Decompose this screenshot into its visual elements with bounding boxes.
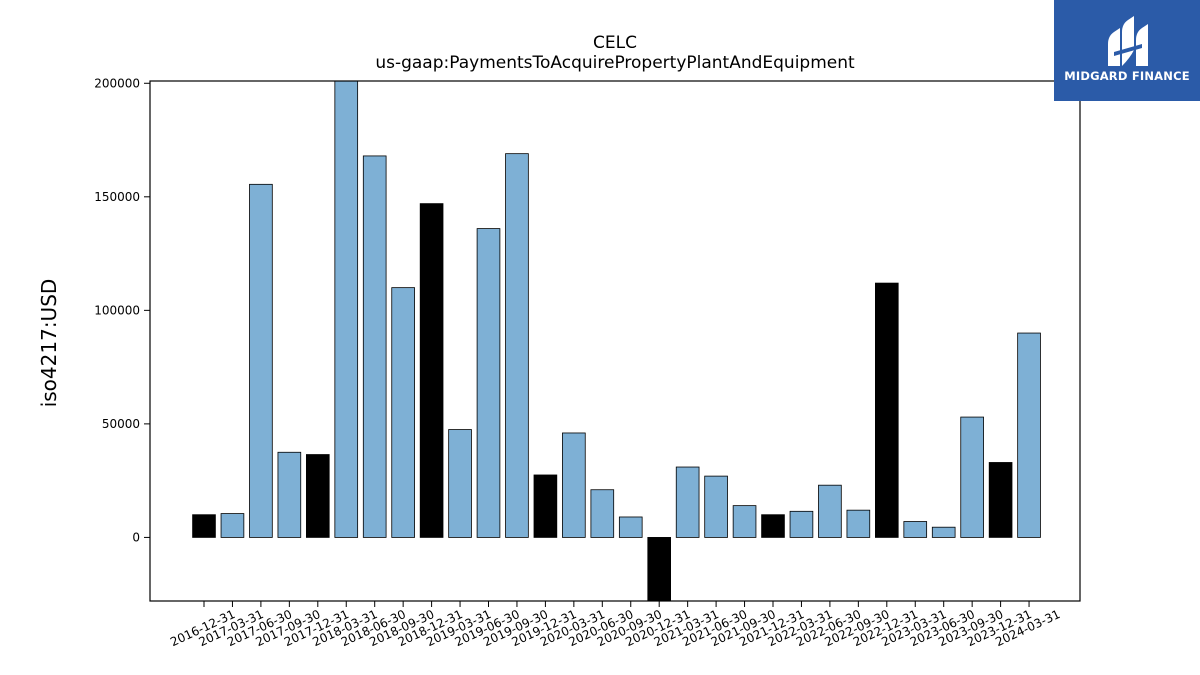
- y-axis-label: iso4217:USD: [37, 279, 61, 408]
- y-axis-ticks: 0 50000 100000 150000 200000: [94, 76, 150, 544]
- bar-2022-03-31: [789, 510, 814, 538]
- bar-2022-06-30: [818, 484, 842, 538]
- bar-2020-06-30: [590, 489, 615, 538]
- plot-frame: [149, 80, 1081, 602]
- bar-2019-03-31: [448, 429, 472, 538]
- bar-2021-09-30: [732, 505, 757, 538]
- bars-group: [192, 80, 1041, 602]
- y-tick-label: 200000: [94, 76, 140, 90]
- bar-2018-06-30: [362, 155, 387, 538]
- bar-2023-03-31: [903, 521, 928, 538]
- bar-2017-09-30: [277, 451, 302, 538]
- bar-2017-12-31: [305, 454, 330, 538]
- bar-2017-06-30: [249, 183, 273, 538]
- bar-2023-12-31: [988, 462, 1013, 538]
- y-tick-label: 100000: [94, 303, 140, 317]
- x-axis-ticks: 2016-12-312017-03-312017-06-302017-09-30…: [168, 601, 1062, 649]
- bar-2021-12-31: [761, 514, 785, 538]
- bar-2021-06-30: [704, 475, 728, 538]
- bar-2018-03-31: [334, 80, 359, 538]
- y-tick-label: 0: [132, 530, 140, 544]
- bar-2018-12-31: [419, 203, 444, 538]
- chart-title: CELC: [593, 33, 637, 53]
- bar-2024-03-31: [1017, 332, 1041, 538]
- bar-2020-09-30: [618, 516, 643, 538]
- bar-2017-03-31: [220, 513, 245, 538]
- bar-2020-12-31: [647, 537, 671, 602]
- bar-2021-03-31: [675, 466, 700, 538]
- y-tick-label: 50000: [102, 417, 140, 431]
- midgard-logo-icon: [1108, 16, 1148, 66]
- y-tick-label: 150000: [94, 190, 140, 204]
- bar-2022-12-31: [875, 282, 899, 538]
- bar-2019-06-30: [476, 228, 501, 538]
- bar-2023-06-30: [931, 526, 956, 538]
- bar-2018-09-30: [391, 287, 415, 538]
- brand-name: MIDGARD FINANCE: [1064, 69, 1190, 83]
- brand-logo: MIDGARD FINANCE: [1054, 0, 1200, 101]
- bar-2023-09-30: [960, 416, 984, 538]
- bar-2019-09-30: [505, 153, 529, 538]
- chart-subtitle: us-gaap:PaymentsToAcquirePropertyPlantAn…: [375, 53, 855, 73]
- bar-2020-03-31: [562, 432, 586, 538]
- bar-2022-09-30: [846, 509, 871, 538]
- bar-2019-12-31: [533, 474, 558, 538]
- bar-2016-12-31: [192, 514, 216, 538]
